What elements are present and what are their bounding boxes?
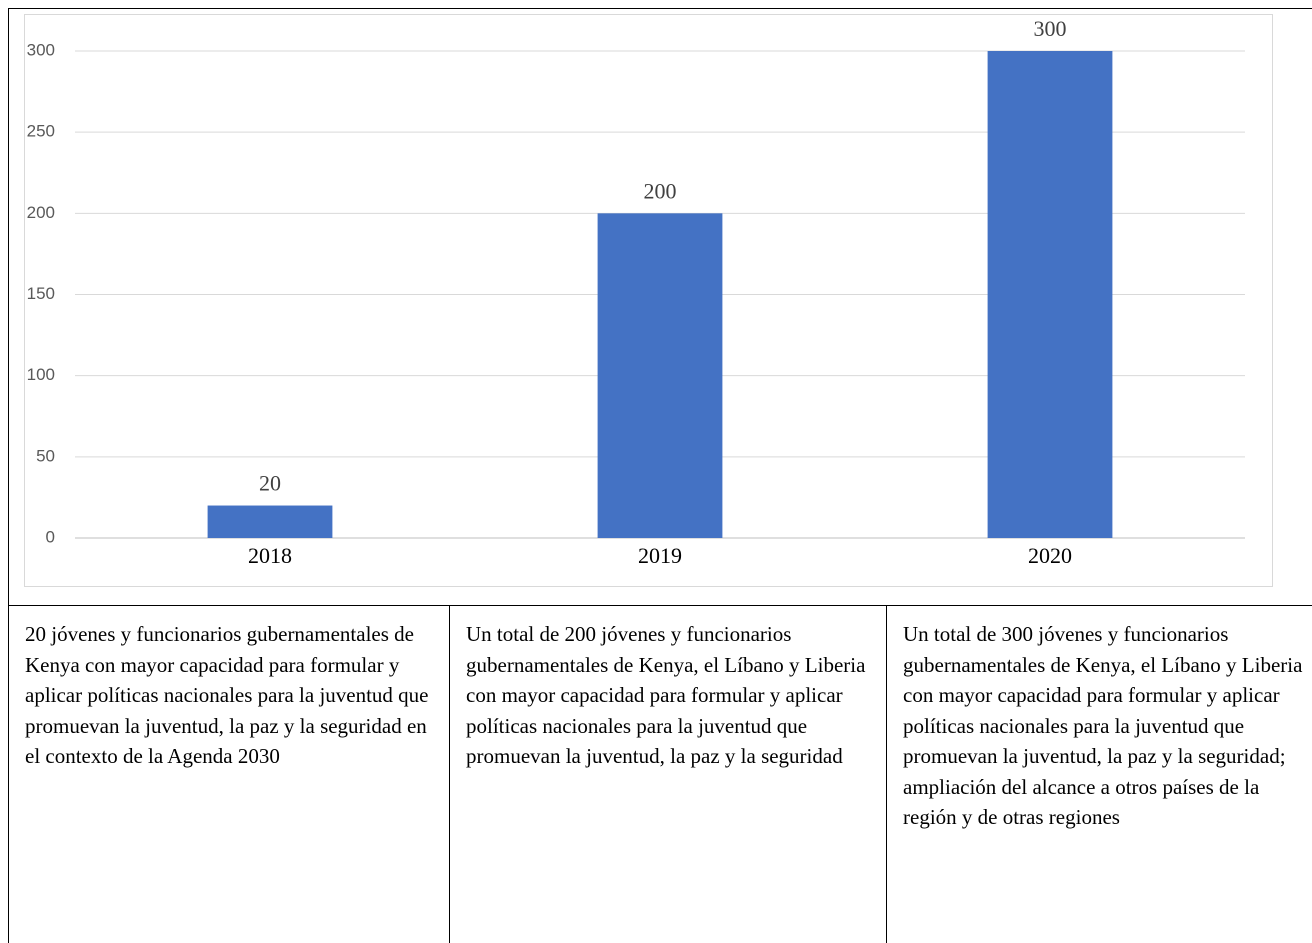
y-tick-label: 300 [27,40,55,59]
chart-frame [24,14,1273,587]
bar [597,213,723,539]
data-label: 20 [259,471,281,496]
x-tick-label: 2018 [248,543,292,568]
bar [207,505,333,538]
x-tick-label: 2020 [1028,543,1072,568]
table-cell: Un total de 300 jóvenes y funcionarios g… [886,605,1312,943]
table-cell: 20 jóvenes y funcionarios gubernamentale… [8,605,449,943]
y-tick-label: 100 [27,365,55,384]
x-tick-label: 2019 [638,543,682,568]
data-label: 300 [1034,16,1067,41]
data-label: 200 [644,178,677,203]
table-cell: Un total de 200 jóvenes y funcionarios g… [449,605,886,943]
y-tick-label: 50 [36,446,55,465]
chart: 0 50 100 150 200 250 300 2018 20 2019 200 2020 300 [8,8,1312,606]
y-tick-label: 150 [27,284,55,303]
y-tick-label: 250 [27,122,55,141]
bar [987,51,1113,538]
y-tick-label: 200 [27,203,55,222]
y-tick-label: 0 [46,527,55,546]
